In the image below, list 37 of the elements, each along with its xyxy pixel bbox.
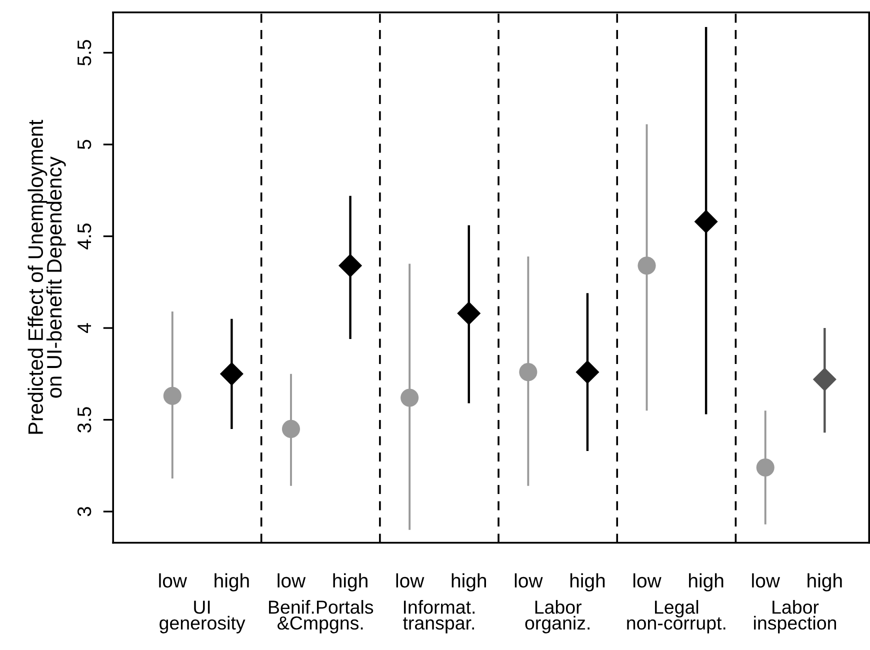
y-tick-label: 4.5: [78, 224, 92, 250]
y-tick-label: 4: [78, 323, 92, 333]
x-tick-label: low: [278, 573, 306, 588]
text: Legal non-corrupt.: [627, 600, 726, 634]
y-tick-label: 5.5: [78, 40, 92, 66]
y-tick-label: 3.5: [77, 407, 92, 433]
text: Labor organiz.: [525, 600, 590, 634]
text: Benif.Portals &Cmpgns.: [269, 600, 374, 634]
point: [457, 302, 481, 326]
point: [812, 368, 836, 392]
x-tick-label: low: [159, 573, 188, 588]
point: [694, 210, 718, 234]
point: [756, 458, 774, 477]
text: Labor inspection: [754, 600, 836, 634]
point: [400, 388, 419, 407]
point: [519, 363, 538, 382]
y-tick-label: 5: [78, 140, 92, 150]
x-tick-label: high: [689, 573, 724, 592]
x-tick-label: low: [514, 573, 543, 588]
x-tick-label: low: [633, 573, 662, 588]
x-tick-label: high: [333, 573, 368, 592]
x-tick-label: low: [752, 573, 780, 588]
x-tick-label: high: [808, 573, 842, 592]
point: [338, 254, 362, 278]
point: [282, 420, 300, 438]
text: UI generosity: [160, 600, 246, 634]
x-tick-label: high: [452, 573, 486, 592]
text: Informat. transpar.: [403, 600, 475, 634]
point: [163, 386, 182, 405]
point: [638, 256, 656, 275]
point: [576, 360, 600, 384]
x-tick-label: high: [570, 573, 605, 592]
x-tick-label: low: [396, 573, 424, 588]
x-tick-label: high: [214, 573, 249, 592]
y-axis-title: Predicted Effect of Unemployment on UI-benefit Dependency: [28, 120, 66, 434]
y-tick-label: 3: [77, 506, 92, 516]
point: [220, 362, 244, 386]
